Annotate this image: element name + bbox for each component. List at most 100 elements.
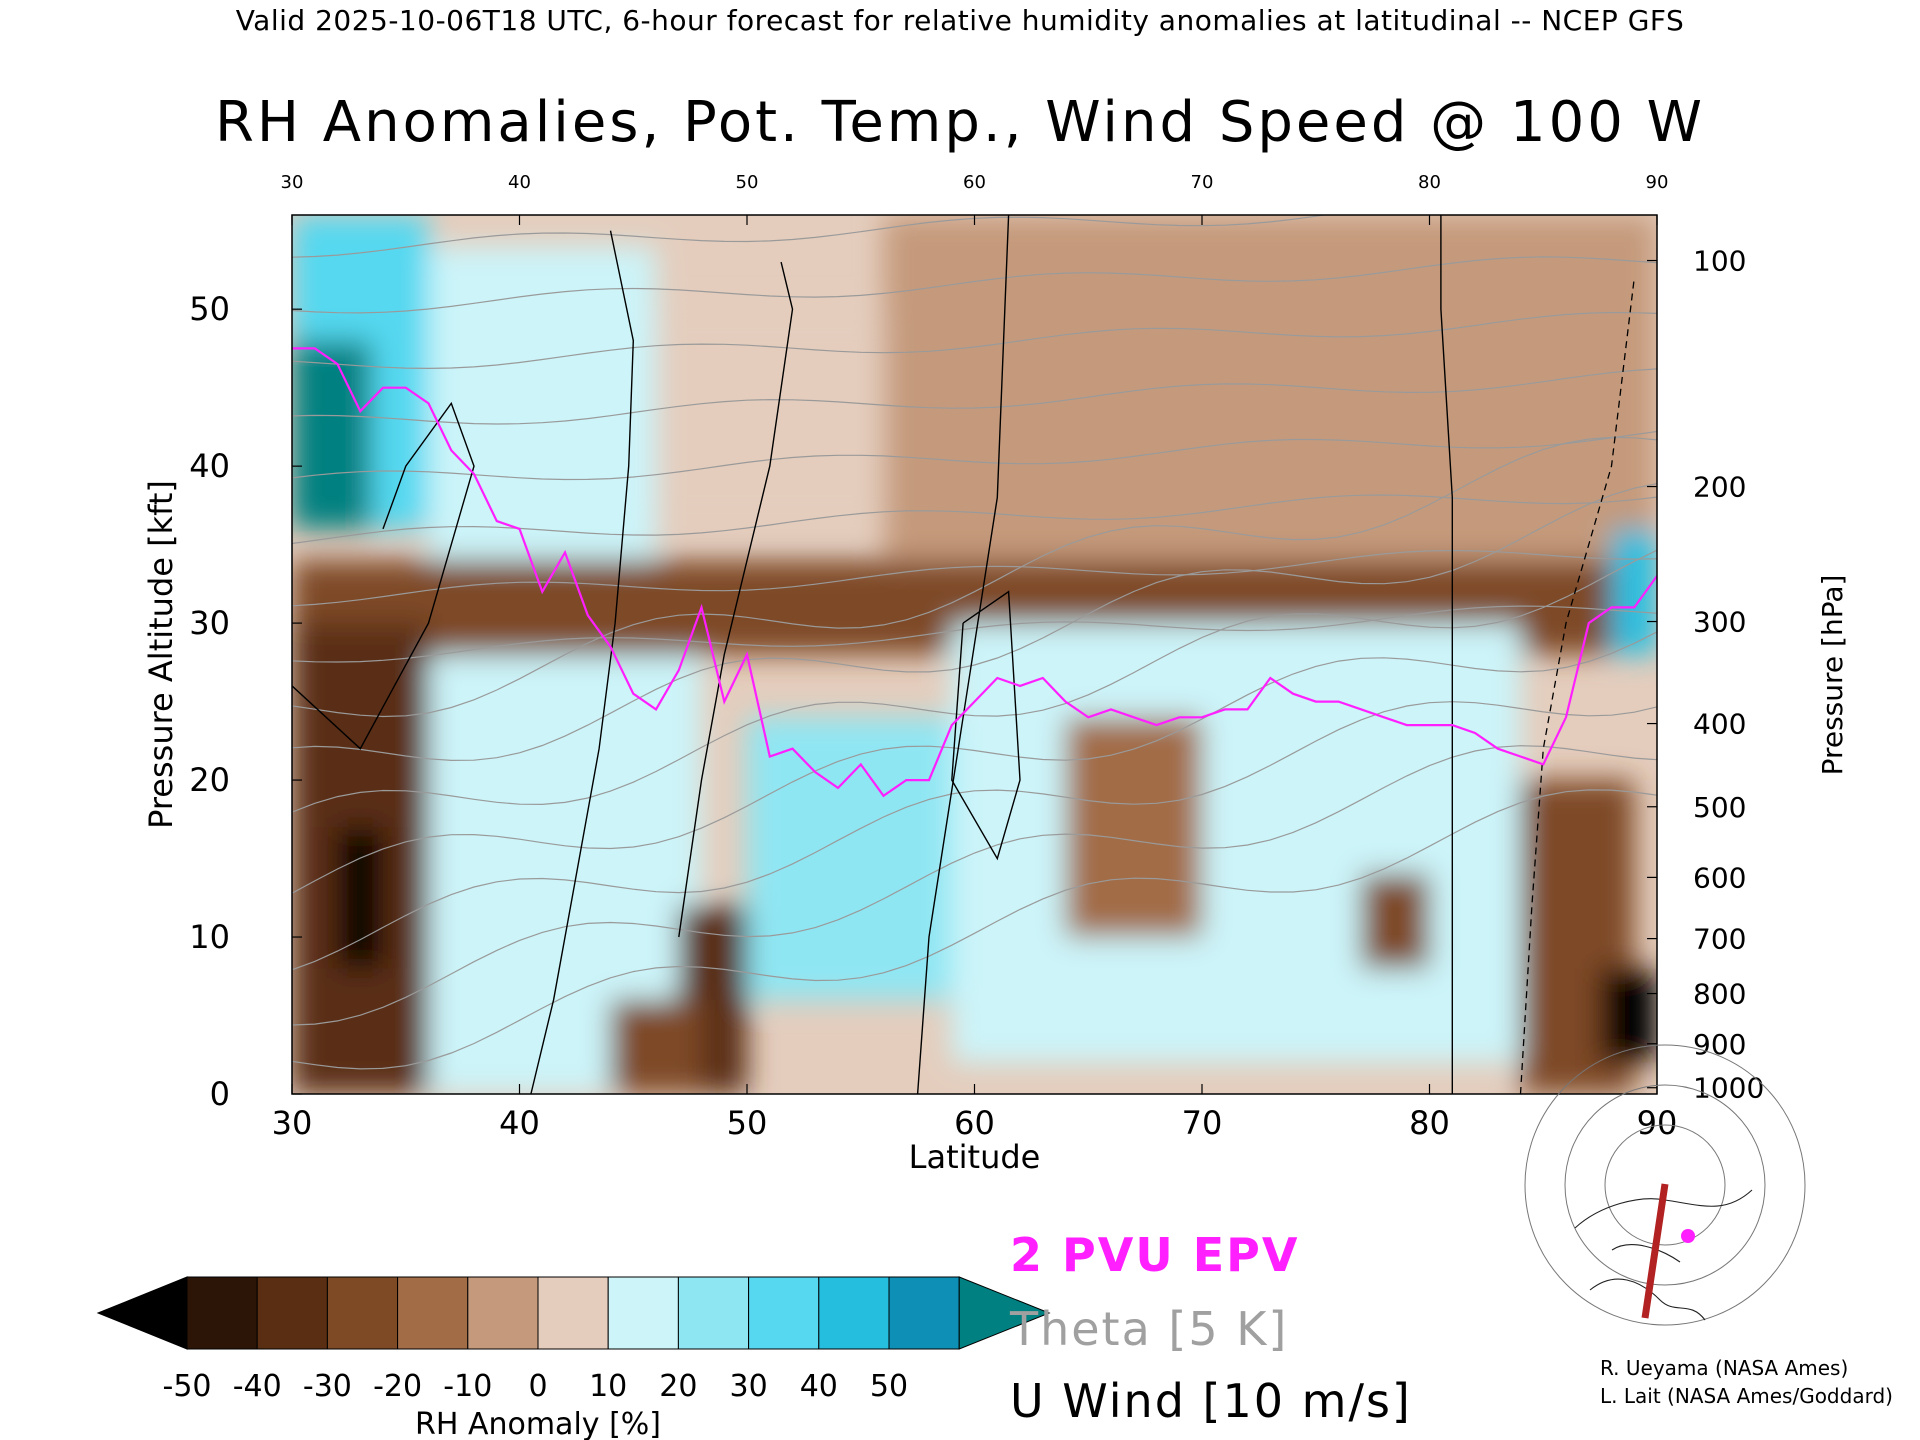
y-tick-label-0: 0 <box>210 1075 230 1113</box>
legend-theta-units: [5 K] <box>1168 1302 1289 1356</box>
pressure-tick-label-900: 900 <box>1693 1028 1746 1061</box>
pvu-line <box>292 347 1657 798</box>
wind-contour-1 <box>916 215 1010 1094</box>
y-tick-label-20: 20 <box>189 761 230 799</box>
anomaly-region-10 <box>610 999 702 1094</box>
theta-contour-340 <box>292 436 1657 718</box>
pressure-tick-label-1000: 1000 <box>1693 1072 1764 1105</box>
pressure-tick-label-400: 400 <box>1693 708 1746 741</box>
colorbar-swatch-6 <box>607 1276 679 1350</box>
colorbar-swatch-5 <box>537 1276 609 1350</box>
wind-contour-4 <box>951 590 1021 861</box>
x-top-tick-label-40: 40 <box>508 172 531 193</box>
pressure-axis-label: Pressure [hPa] <box>1816 575 1849 776</box>
x-tick-label-60: 60 <box>954 1104 995 1142</box>
pressure-tick-label-700: 700 <box>1693 923 1746 956</box>
colorbar-swatch-4 <box>467 1276 539 1350</box>
locator-map <box>1524 1044 1806 1326</box>
x-top-tick-label-90: 90 <box>1646 172 1669 193</box>
map-location-marker <box>1681 1229 1695 1243</box>
theta-contour-380 <box>292 430 1657 481</box>
theta-contour-300 <box>292 701 1657 971</box>
x-tick-label-70: 70 <box>1182 1104 1223 1142</box>
x-tick-label-40: 40 <box>499 1104 540 1142</box>
theta-contour-330 <box>292 483 1657 762</box>
colorbar-label: RH Anomaly [%] <box>415 1407 661 1440</box>
colorbar-swatch-9 <box>818 1276 890 1350</box>
wind-contour-3 <box>678 261 794 938</box>
colorbar-tick-10: 50 <box>870 1369 908 1404</box>
colorbar-tick-2: -30 <box>303 1369 352 1404</box>
theta-contour-290 <box>292 745 1657 1026</box>
map-latitude-circle-0 <box>1604 1124 1726 1246</box>
credit-author-1: R. Ueyama (NASA Ames) <box>1600 1356 1849 1380</box>
colorbar-tick-1: -40 <box>233 1369 282 1404</box>
anomaly-region-16 <box>1600 968 1657 1063</box>
legend-wind-label: U Wind <box>1010 1374 1186 1428</box>
anomaly-region-1 <box>292 340 372 529</box>
u-wind-contours <box>292 215 1635 1094</box>
legend-epv: 2 PVU EPV <box>1010 1228 1300 1282</box>
legend-wind-units: [10 m/s] <box>1202 1374 1412 1428</box>
theta-contour-280 <box>292 789 1657 1070</box>
map-latitude-circle-1 <box>1564 1084 1766 1286</box>
theta-contour-350 <box>292 605 1657 663</box>
anomaly-region-2 <box>428 246 656 561</box>
colorbar-tick-3: -20 <box>373 1369 422 1404</box>
theta-contour-410 <box>292 256 1657 314</box>
x-top-tick-label-50: 50 <box>736 172 759 193</box>
x-axis-label: Latitude <box>909 1138 1041 1176</box>
colorbar-swatch-7 <box>677 1276 750 1350</box>
colorbar-tick-9: 40 <box>800 1369 838 1404</box>
pressure-tick-label-200: 200 <box>1693 471 1746 504</box>
axis-labels: Latitude Pressure Altitude [kft] Pressure … <box>142 480 1849 1176</box>
anomaly-region-3 <box>656 309 884 529</box>
y-tick-label-50: 50 <box>189 290 230 328</box>
anomaly-region-17 <box>1611 528 1657 655</box>
theta-contour-360 <box>292 549 1657 607</box>
anomaly-region-11 <box>747 717 952 1000</box>
x-tick-label-80: 80 <box>1409 1104 1450 1142</box>
x-top-tick-label-70: 70 <box>1191 172 1214 193</box>
colorbar-tick-5: 0 <box>528 1369 547 1404</box>
chart-title: RH Anomalies, Pot. Temp., Wind Speed @ 1… <box>214 90 1706 155</box>
colorbar-tick-7: 20 <box>659 1369 697 1404</box>
colorbar-tick-4: -10 <box>443 1369 492 1404</box>
y-axis-label: Pressure Altitude [kft] <box>142 480 180 829</box>
pressure-tick-label-100: 100 <box>1693 245 1746 278</box>
colorbar-tick-0: -50 <box>163 1369 212 1404</box>
anomaly-region-4 <box>883 215 1657 561</box>
colorbar-swatch-0 <box>186 1276 258 1350</box>
pvu-line-layer <box>292 347 1657 798</box>
colorbar: -50 -40 -30 -20 -10 0 10 20 30 40 50 RH Anomaly [%] <box>96 1276 1051 1440</box>
anomaly-region-14 <box>1361 874 1430 969</box>
colorbar-swatch-2 <box>326 1276 399 1350</box>
pressure-tick-label-600: 600 <box>1693 861 1746 894</box>
x-tick-label-90: 90 <box>1637 1104 1678 1142</box>
plot-area <box>292 215 1657 1094</box>
x-tick-label-30: 30 <box>272 1104 313 1142</box>
colorbar-swatch-10 <box>888 1276 960 1350</box>
anomaly-region-12 <box>951 623 1521 1063</box>
legend-theta-label: Theta <box>1010 1302 1152 1356</box>
credit-author-2: L. Lait (NASA Ames/Goddard) <box>1600 1384 1893 1408</box>
colorbar-tick-8: 30 <box>730 1369 768 1404</box>
colorbar-swatch-8 <box>748 1276 820 1350</box>
anomaly-region-13 <box>1065 717 1202 938</box>
y-tick-label-30: 30 <box>189 604 230 642</box>
theta-contour-320 <box>292 549 1657 813</box>
theta-contours <box>292 215 1657 1070</box>
wind-contour-2 <box>1440 215 1453 1094</box>
x-top-tick-label-30: 30 <box>281 172 304 193</box>
colorbar-swatch-1 <box>256 1276 328 1350</box>
colorbar-arrow-low <box>96 1276 188 1350</box>
wind-contour-5 <box>292 401 475 750</box>
theta-contour-310 <box>292 631 1657 894</box>
axes: 3030404050506060707080809090010203040501… <box>189 172 1764 1142</box>
colorbar-tick-6: 10 <box>589 1369 627 1404</box>
theta-contour-400 <box>292 311 1657 370</box>
pressure-tick-label-500: 500 <box>1693 791 1746 824</box>
x-top-tick-label-80: 80 <box>1418 172 1441 193</box>
legend-theta: Theta [5 K] <box>1010 1302 1288 1356</box>
